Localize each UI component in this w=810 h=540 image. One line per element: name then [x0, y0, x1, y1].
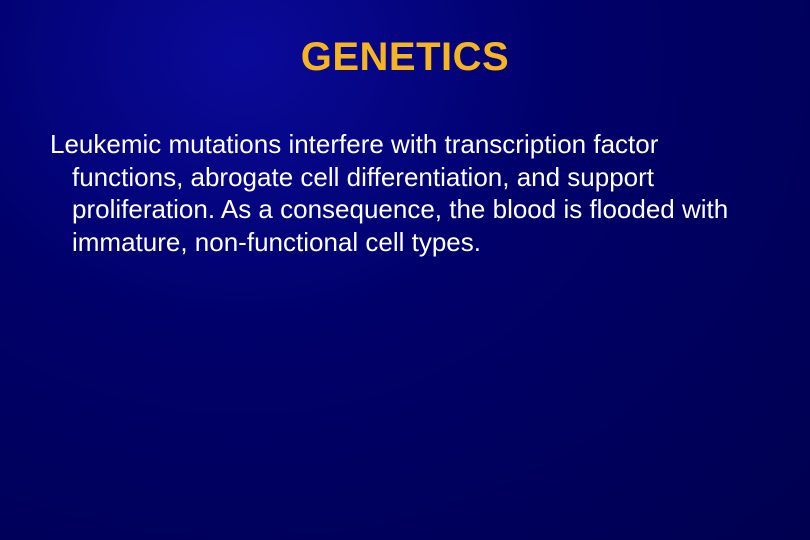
slide-title: GENETICS: [50, 35, 760, 80]
slide-body-text: Leukemic mutations interfere with transc…: [72, 128, 760, 258]
slide-container: GENETICS Leukemic mutations interfere wi…: [0, 0, 810, 540]
